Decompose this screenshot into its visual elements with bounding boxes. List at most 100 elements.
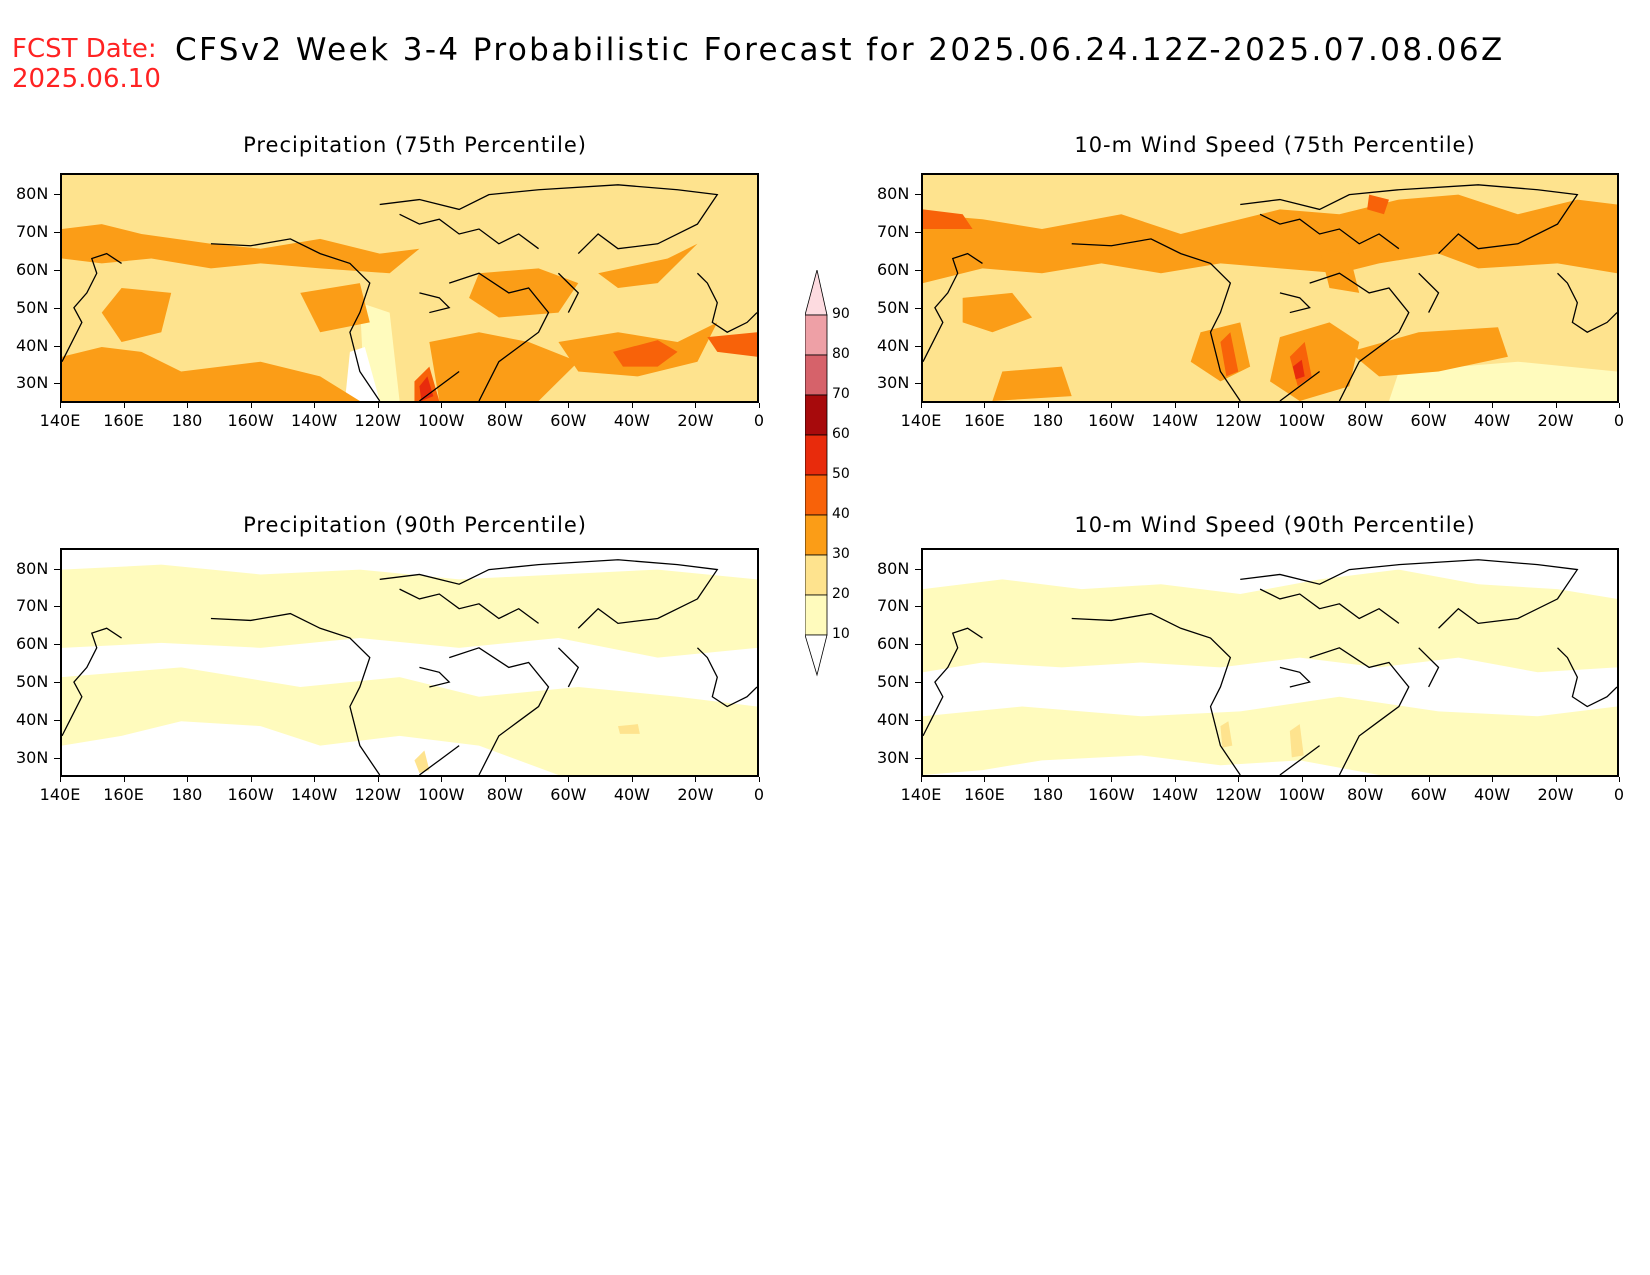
lon-tick <box>695 403 697 408</box>
lon-tick <box>250 403 252 408</box>
colorbar-label: 30 <box>832 546 850 562</box>
lon-label: 160E <box>964 411 1005 430</box>
lon-tick <box>1555 403 1557 408</box>
probability-region-11 <box>419 376 434 401</box>
lon-label: 40W <box>613 785 650 804</box>
lon-label: 120W <box>1215 411 1262 430</box>
colorbar: 10 20 30 40 50 60 70 80 90 <box>804 269 885 680</box>
coastline-5 <box>419 745 460 775</box>
lat-label: 40N <box>16 335 49 355</box>
lon-label: 0 <box>1613 785 1625 804</box>
lat-tick <box>54 193 60 195</box>
map-precip-90 <box>60 548 759 777</box>
lon-tick <box>1428 777 1430 782</box>
coastline-3 <box>399 588 539 624</box>
lon-label: 60W <box>1410 411 1447 430</box>
lat-tick <box>915 231 921 233</box>
colorbar-segment <box>804 514 828 556</box>
lat-label: 50N <box>16 671 49 691</box>
lat-label: 70N <box>16 596 49 616</box>
lat-tick <box>915 345 921 347</box>
coastline-0 <box>62 252 122 362</box>
lon-tick <box>60 403 61 408</box>
main-title: CFSv2 Week 3-4 Probabilistic Forecast fo… <box>175 32 1505 68</box>
lon-tick <box>1238 777 1240 782</box>
lat-tick <box>915 568 921 570</box>
lon-label: 80W <box>486 411 523 430</box>
map3-svg <box>923 550 1617 775</box>
lat-tick <box>54 757 60 759</box>
colorbar-label: 60 <box>832 426 850 442</box>
lon-label: 40W <box>1473 411 1511 430</box>
lat-label: 30N <box>16 747 49 767</box>
lon-tick <box>187 403 189 408</box>
lon-label: 100W <box>1278 785 1325 804</box>
lat-label: 40N <box>877 335 910 355</box>
lon-label: 60W <box>1410 785 1447 804</box>
probability-region-0 <box>62 224 420 274</box>
lon-tick <box>695 777 697 782</box>
lon-label: 140W <box>290 785 338 804</box>
coastline-3 <box>1259 213 1400 250</box>
probability-region-9 <box>1367 194 1389 215</box>
lon-tick <box>1111 403 1113 408</box>
colorbar-top-arrow <box>804 269 828 316</box>
probability-region-5 <box>300 283 370 333</box>
coastline-0 <box>923 252 983 362</box>
lon-tick <box>631 403 633 408</box>
colorbar-segment <box>804 314 828 356</box>
coastline-2 <box>1240 184 1579 255</box>
coastline-4 <box>449 272 550 401</box>
panel-title-wind-90: 10-m Wind Speed (90th Percentile) <box>1074 513 1476 537</box>
coastline-7 <box>557 272 580 313</box>
colorbar-label: 70 <box>832 386 850 402</box>
probability-region-1 <box>62 667 757 775</box>
map0-svg <box>62 175 757 401</box>
lat-tick <box>915 757 921 759</box>
lon-tick <box>377 777 379 782</box>
lat-label: 70N <box>16 221 49 241</box>
coastline-0 <box>923 627 983 737</box>
lon-tick <box>984 403 986 408</box>
coastline-5 <box>419 371 460 401</box>
coastline-0 <box>62 627 122 737</box>
lon-tick <box>314 777 316 782</box>
coastline-3 <box>1259 588 1400 624</box>
lon-tick <box>1047 777 1049 782</box>
forecast-date-value: 2025.06.10 <box>12 64 161 94</box>
lon-tick <box>1301 403 1303 408</box>
probability-region-8 <box>613 340 678 367</box>
probability-region-2 <box>598 243 698 288</box>
lon-tick <box>1174 403 1176 408</box>
forecast-date-label: FCST Date: <box>12 34 157 64</box>
coastline-5 <box>1279 745 1320 775</box>
lat-tick <box>915 193 921 195</box>
lat-label: 60N <box>16 634 49 654</box>
lon-tick <box>504 777 506 782</box>
lat-tick <box>54 307 60 309</box>
probability-region-7 <box>1220 332 1239 377</box>
lon-label: 140E <box>39 785 81 804</box>
lon-label: 120W <box>354 411 401 430</box>
probability-region-6 <box>429 332 579 401</box>
lat-tick <box>915 383 921 385</box>
coastline-1 <box>210 612 381 775</box>
colorbar-bottom-arrow <box>804 634 828 677</box>
lat-tick <box>54 606 60 608</box>
lon-tick <box>187 777 189 782</box>
lat-tick <box>54 568 60 570</box>
lat-label: 40N <box>877 709 910 729</box>
lat-label: 50N <box>877 297 910 317</box>
coastline-4 <box>1309 647 1410 775</box>
lat-tick <box>915 269 921 271</box>
coastline-4 <box>1309 272 1410 401</box>
lon-label: 160W <box>227 785 274 804</box>
probability-region-1 <box>469 268 579 318</box>
lon-tick <box>1555 777 1557 782</box>
probability-region-1 <box>962 292 1033 333</box>
lat-tick <box>54 383 60 385</box>
lon-label: 160W <box>1088 785 1135 804</box>
lon-tick <box>1174 777 1176 782</box>
lon-tick <box>1619 777 1620 782</box>
lon-label: 140W <box>290 411 338 430</box>
